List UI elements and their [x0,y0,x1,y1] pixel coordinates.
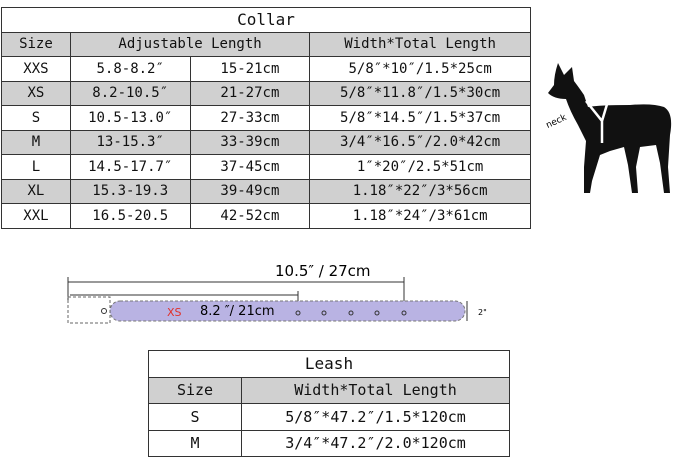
width: 5/8″*10″/1.5*25cm [309,56,531,82]
length-cm: 33-39cm [189,129,311,155]
length-in: 14.5-17.7″ [69,154,191,180]
size: XL [1,178,71,204]
width: 3/4″*47.2″/2.0*120cm [241,429,510,457]
size: XXS [1,56,71,82]
collar-title: Collar [1,7,531,33]
leash-title: Leash [148,350,510,378]
width: 3/4″*16.5″/2.0*42cm [309,129,531,155]
width: 1.18″*22″/3*56cm [309,178,531,204]
length-in: 15.3-19.3 [69,178,191,204]
table-row: S 5/8″*47.2″/1.5*120cm [148,403,510,431]
leash-size-table: Leash Size Width*Total Length S 5/8″*47.2″… [148,350,510,457]
table-row: S 10.5-13.0″ 27-33cm 5/8″*14.5″/1.5*37cm [1,105,531,131]
collar-diagram: 10.5″ / 27cm XS 8.2 ″/ 21cm 2" [67,262,487,324]
header-size: Size [148,376,242,404]
header-size: Size [1,31,71,57]
width: 1.18″*24″/3*61cm [309,203,531,229]
length-cm: 21-27cm [189,80,311,106]
table-row: XL 15.3-19.3 39-49cm 1.18″*22″/3*56cm [1,178,531,204]
width: 1″*20″/2.5*51cm [309,154,531,180]
size: XXL [1,203,71,229]
header-width-total-length: Width*Total Length [309,31,531,57]
size: M [1,129,71,155]
header-width-total-length: Width*Total Length [241,376,510,404]
width: 5/8″*11.8″/1.5*30cm [309,80,531,106]
length-in: 16.5-20.5 [69,203,191,229]
table-row: L 14.5-17.7″ 37-45cm 1″*20″/2.5*51cm [1,154,531,180]
length-cm: 42-52cm [189,203,311,229]
min-length-label: 8.2 ″/ 21cm [200,304,275,319]
dog-silhouette-icon: neck [545,63,672,193]
size: L [1,154,71,180]
length-in: 8.2-10.5″ [69,80,191,106]
size: S [148,403,242,431]
size: XS [1,80,71,106]
length-cm: 39-49cm [189,178,311,204]
length-cm: 15-21cm [189,56,311,82]
table-row: XS 8.2-10.5″ 21-27cm 5/8″*11.8″/1.5*30cm [1,80,531,106]
buckle-icon [67,296,111,324]
size: S [1,105,71,131]
table-row: XXS 5.8-8.2″ 15-21cm 5/8″*10″/1.5*25cm [1,56,531,82]
table-row: M 3/4″*47.2″/2.0*120cm [148,429,510,457]
width-label: 2" [478,308,487,317]
header-adjustable-length: Adjustable Length [69,31,311,57]
neck-label: neck [545,112,569,130]
length-in: 10.5-13.0″ [69,105,191,131]
collar-size-table: Collar Size Adjustable Length Width*Total … [1,7,531,229]
length-in: 5.8-8.2″ [69,56,191,82]
collar-strap [109,300,466,322]
table-row: XXL 16.5-20.5 42-52cm 1.18″*24″/3*61cm [1,203,531,229]
table-row: M 13-15.3″ 33-39cm 3/4″*16.5″/2.0*42cm [1,129,531,155]
length-cm: 27-33cm [189,105,311,131]
length-cm: 37-45cm [189,154,311,180]
size: M [148,429,242,457]
width: 5/8″*47.2″/1.5*120cm [241,403,510,431]
width: 5/8″*14.5″/1.5*37cm [309,105,531,131]
size-label: XS [167,306,182,319]
total-length-label: 10.5″ / 27cm [275,262,371,280]
length-in: 13-15.3″ [69,129,191,155]
